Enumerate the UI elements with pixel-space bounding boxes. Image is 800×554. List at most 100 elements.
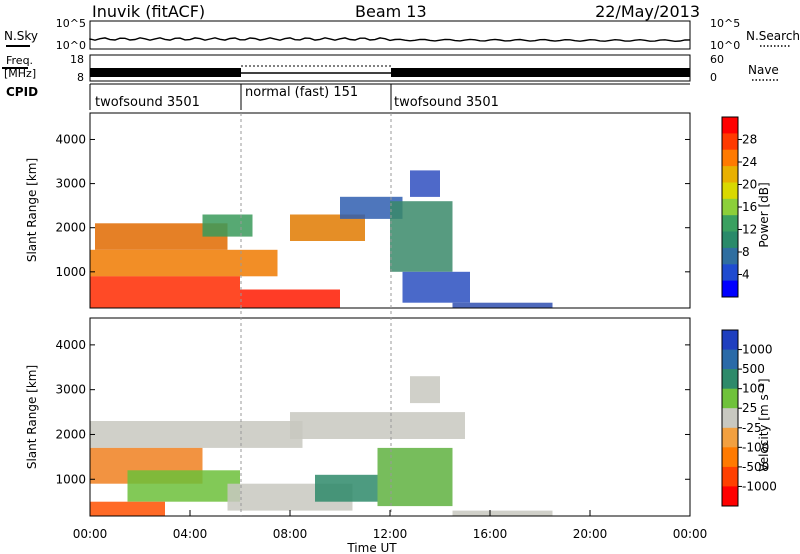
power-region-8 — [402, 271, 470, 303]
colorbar-swatch-4 — [722, 182, 738, 200]
xtick-label-4: 16:00 — [473, 527, 508, 541]
nave-label: Nave — [748, 63, 779, 77]
cpid-segment-1: twofsound 3501 — [95, 95, 200, 110]
n-sky-series — [89, 37, 691, 43]
power-region-6 — [340, 196, 403, 219]
velocity-region-7 — [90, 501, 165, 516]
colorbar-swatch-6 — [722, 215, 738, 233]
ytick-label-3: 4000 — [55, 132, 86, 146]
power-region-1 — [240, 289, 340, 308]
colorbar-label-6: -500 — [742, 460, 769, 474]
colorbar-swatch-3 — [722, 388, 738, 409]
colorbar-swatch-2 — [722, 149, 738, 167]
xtick-label-2: 08:00 — [273, 527, 308, 541]
colorbar-frame — [721, 329, 739, 507]
velocity-region-9 — [410, 376, 440, 404]
velocity-panel: Slant Range [km] 1000 2000 3000 4000 — [25, 317, 691, 517]
velocity-ylabel: Slant Range [km] — [25, 365, 39, 469]
station-title: Inuvik (fitACF) — [92, 2, 205, 21]
nave-tick-low: 0 — [710, 71, 717, 84]
colorbar-label-0: 1000 — [742, 343, 773, 357]
colorbar-swatch-4 — [722, 408, 738, 429]
freq-bar-left — [90, 68, 241, 77]
freq-unit-label: [MHz] — [4, 67, 36, 80]
colorbar-label-1: 500 — [742, 362, 765, 376]
ytick-label-3: 4000 — [55, 338, 86, 352]
noise-panel: N.Sky 10^5 10^0 10^5 10^0 N.Search — [4, 17, 800, 52]
n-search-tick-low: 10^0 — [710, 39, 740, 52]
colorbar-label-2: 100 — [742, 382, 765, 396]
power-region-7 — [390, 201, 453, 272]
xtick-label-1: 04:00 — [173, 527, 208, 541]
colorbar-swatch-8 — [722, 247, 738, 265]
velocity-region-5 — [315, 474, 378, 502]
n-sky-tick-low: 10^0 — [56, 39, 86, 52]
ytick-label-2: 3000 — [55, 177, 86, 191]
power-region-2 — [90, 249, 278, 277]
colorbar-swatch-6 — [722, 447, 738, 468]
colorbar-label-0: 28 — [742, 133, 757, 147]
colorbar-swatch-3 — [722, 166, 738, 183]
colorbar-swatch-7 — [722, 466, 738, 487]
ytick-label-1: 2000 — [55, 221, 86, 235]
ytick-label-0: 1000 — [55, 472, 86, 486]
power-region-9 — [452, 302, 553, 308]
freq-label: Freq. — [6, 54, 33, 67]
date-title: 22/May/2013 — [595, 2, 700, 21]
velocity-region-0 — [90, 421, 303, 448]
velocity-region-6 — [377, 447, 453, 507]
colorbar-swatch-0 — [722, 330, 738, 351]
ytick-label-2: 3000 — [55, 383, 86, 397]
n-sky-label: N.Sky — [4, 29, 38, 43]
colorbar-swatch-5 — [722, 427, 738, 448]
colorbar-swatch-5 — [722, 198, 738, 216]
xtick-label-3: 12:00 — [373, 527, 408, 541]
colorbar-swatch-2 — [722, 369, 738, 390]
colorbar-label-6: 4 — [742, 268, 750, 282]
beam-title: Beam 13 — [355, 2, 427, 21]
cpid-segment-2: normal (fast) 151 — [245, 85, 358, 100]
ytick-label-1: 2000 — [55, 427, 86, 441]
colorbar-swatch-7 — [722, 231, 738, 249]
ytick-label-0: 1000 — [55, 265, 86, 279]
power-colorbar-label: Power [dB] — [757, 182, 771, 247]
nave-tick-high: 60 — [710, 53, 724, 66]
n-search-tick-high: 10^5 — [710, 17, 740, 30]
colorbar-label-5: 8 — [742, 245, 750, 259]
power-colorbar: 28 24 20 16 12 8 4 — [721, 116, 757, 298]
power-region-0 — [90, 276, 240, 308]
power-region-5 — [290, 214, 365, 241]
freq-tick-high: 18 — [70, 53, 84, 66]
colorbar-label-3: 25 — [742, 401, 757, 415]
colorbar-label-4: 12 — [742, 223, 757, 237]
colorbar-swatch-9 — [722, 264, 738, 282]
colorbar-swatch-1 — [722, 349, 738, 370]
colorbar-swatch-1 — [722, 133, 738, 151]
xtick-label-5: 20:00 — [573, 527, 608, 541]
power-panel: Slant Range [km] 1000 2000 3000 4000 — [25, 112, 691, 309]
cpid-row: CPID twofsound 3501 normal (fast) 151 tw… — [6, 83, 690, 110]
colorbar-label-3: 16 — [742, 200, 757, 214]
xtick-label-0: 00:00 — [73, 527, 108, 541]
colorbar-label-7: -1000 — [742, 479, 777, 493]
colorbar-label-2: 20 — [742, 178, 757, 192]
colorbar-label-1: 24 — [742, 155, 757, 169]
velocity-region-8 — [452, 510, 553, 516]
colorbar-swatch-0 — [722, 117, 738, 134]
colorbar-swatch-10 — [722, 280, 738, 298]
cpid-label: CPID — [6, 85, 38, 99]
freq-bar-right — [391, 68, 690, 77]
cpid-segment-3: twofsound 3501 — [394, 95, 499, 110]
time-axis: 00:00 04:00 08:00 12:00 16:00 20:00 00:00 — [73, 510, 708, 541]
velocity-region-1 — [290, 412, 465, 439]
freq-panel: Freq. [MHz] 18 8 60 0 Nave — [2, 53, 780, 84]
velocity-colorbar: 1000 500 100 25 -25 -100 -500 -1000 — [721, 329, 777, 507]
colorbar-label-5: -100 — [742, 440, 769, 454]
xtick-label-6: 00:00 — [673, 527, 708, 541]
n-sky-tick-high: 10^5 — [56, 17, 86, 30]
power-ylabel: Slant Range [km] — [25, 158, 39, 262]
velocity-colorbar-label: Velocity [m s⁻¹] — [757, 378, 771, 471]
velocity-region-3 — [127, 470, 240, 502]
n-search-label: N.Search — [746, 29, 800, 43]
